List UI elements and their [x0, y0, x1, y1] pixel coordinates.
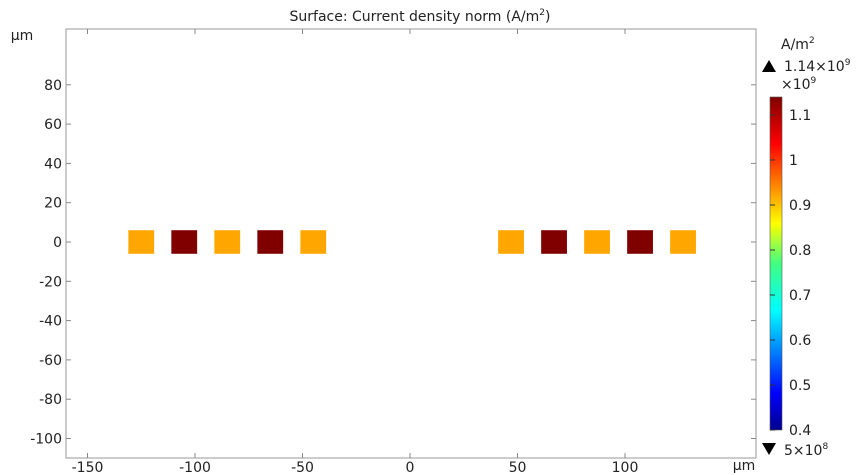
current-density-square: [257, 230, 284, 254]
colorbar-tick-label: 0.7: [789, 288, 811, 304]
current-density-square: [128, 230, 155, 254]
title-end: ): [545, 9, 550, 25]
x-tick-label: -150: [72, 460, 104, 475]
current-density-square: [171, 230, 198, 254]
title-main: Surface: Current density norm (A/m: [290, 9, 540, 25]
x-axis-ticks: -150 -100 -50 0 50 100: [72, 29, 639, 475]
colorbar-max-label: 1.14×109: [784, 58, 851, 75]
current-density-square: [670, 230, 696, 254]
y-axis-ticks: 80 60 40 20 0 -20 -40 -60 -80 -100: [30, 78, 756, 448]
current-density-square: [627, 230, 653, 254]
colorbar-tick-label: 0.6: [789, 333, 811, 349]
y-tick-label: -60: [39, 353, 62, 369]
colorbar-tick-label: 0.8: [789, 243, 811, 259]
colorbar-tick-label: 0.4: [789, 423, 811, 439]
title-superscript: 2: [539, 8, 545, 18]
y-tick-label: 0: [53, 235, 62, 251]
colorbar-unit-label: A/m2: [781, 36, 815, 53]
y-tick-label: -80: [39, 392, 62, 408]
colorbar-max-triangle-icon: [762, 60, 776, 72]
colorbar-tick-label: 0.5: [789, 378, 811, 394]
colorbar-min-triangle-icon: [762, 443, 776, 455]
colorbar-scale-mantissa: ×10: [781, 77, 811, 93]
colorbar-min-label: 5×108: [784, 442, 828, 459]
chart-title: Surface: Current density norm (A/m2): [290, 8, 551, 25]
colorbar-tick-label: 1.1: [789, 108, 811, 124]
colorbar-ticks: 1.1 1 0.9 0.8 0.7 0.6 0.5 0.4: [770, 108, 811, 439]
colorbar-tick-label: 0.9: [789, 198, 811, 214]
colorbar-min-mantissa: 5×10: [784, 443, 822, 459]
colorbar-unit-main: A/m: [781, 37, 809, 53]
colorbar-scale-label: ×109: [781, 76, 817, 93]
colorbar-min-exponent: 8: [822, 442, 828, 452]
y-tick-label: 60: [44, 117, 62, 133]
y-tick-label: -20: [39, 274, 62, 290]
current-density-square: [300, 230, 327, 254]
x-axis-unit-label: μm: [733, 458, 756, 474]
y-tick-label: -40: [39, 314, 62, 330]
current-density-square: [214, 230, 241, 254]
current-density-square: [498, 230, 524, 254]
x-tick-label: -50: [291, 460, 314, 475]
colorbar-scale-exponent: 9: [811, 76, 817, 86]
colorbar-max-exponent: 9: [845, 58, 851, 68]
colorbar-tick-label: 1: [789, 153, 798, 169]
conductor-squares: [128, 230, 696, 254]
y-tick-label: 80: [44, 78, 62, 94]
y-tick-label: -100: [30, 432, 62, 448]
colorbar: A/m2 1.14×109 ×109 1.110.90.80.70.60.50.…: [762, 36, 851, 459]
colorbar-unit-superscript: 2: [809, 36, 815, 46]
y-tick-label: 20: [44, 196, 62, 212]
x-tick-label: 100: [612, 460, 639, 475]
y-tick-label: 40: [44, 156, 62, 172]
x-tick-label: 50: [509, 460, 527, 475]
x-tick-label: 0: [406, 460, 415, 475]
colorbar-max-mantissa: 1.14×10: [784, 59, 845, 75]
current-density-square: [541, 230, 567, 254]
y-axis-unit-label: μm: [11, 28, 34, 44]
colorbar-gradient: [769, 96, 783, 431]
x-tick-label: -100: [179, 460, 211, 475]
current-density-square: [584, 230, 610, 254]
